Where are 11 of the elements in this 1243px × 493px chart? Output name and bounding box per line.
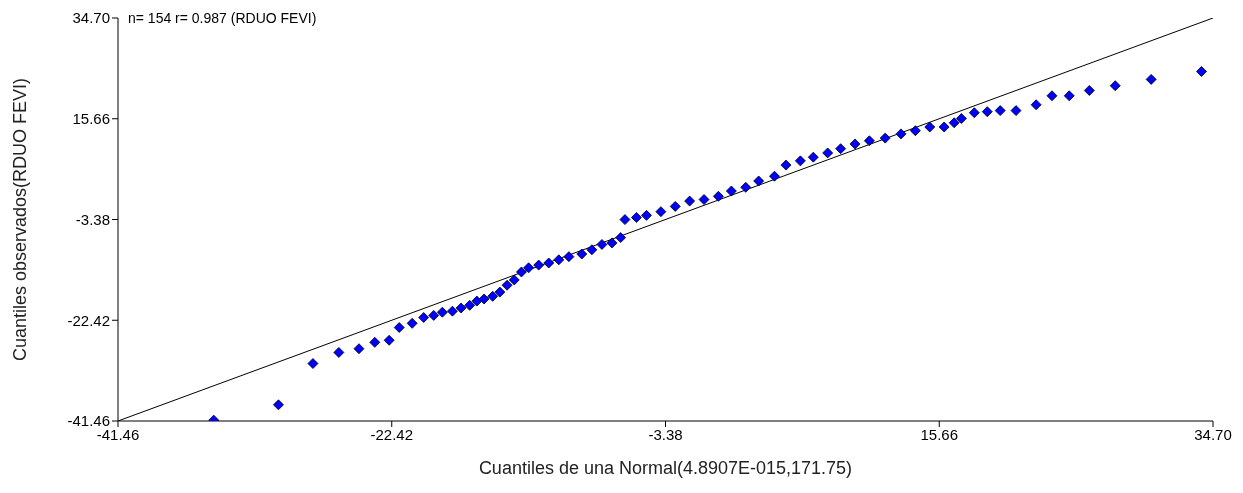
x-axis-title: Cuantiles de una Normal(4.8907E-015,171.75) xyxy=(478,458,853,478)
chart-title: n= 154 r= 0.987 (RDUO FEVI) xyxy=(128,10,317,26)
x-tick-label: 34.70 xyxy=(1194,425,1232,443)
y-tick-label: -22.42 xyxy=(67,311,110,329)
y-tick-label: 34.70 xyxy=(72,9,110,27)
y-tick-label: 15.66 xyxy=(72,110,110,128)
y-axis-title: Cuantiles observados(RDUO FEVI) xyxy=(10,77,31,362)
y-tick-label: -3.38 xyxy=(75,210,110,228)
x-tick-label: 15.66 xyxy=(920,425,959,443)
x-tick-label: -22.42 xyxy=(370,425,414,443)
x-tick-label: -3.38 xyxy=(648,425,683,443)
